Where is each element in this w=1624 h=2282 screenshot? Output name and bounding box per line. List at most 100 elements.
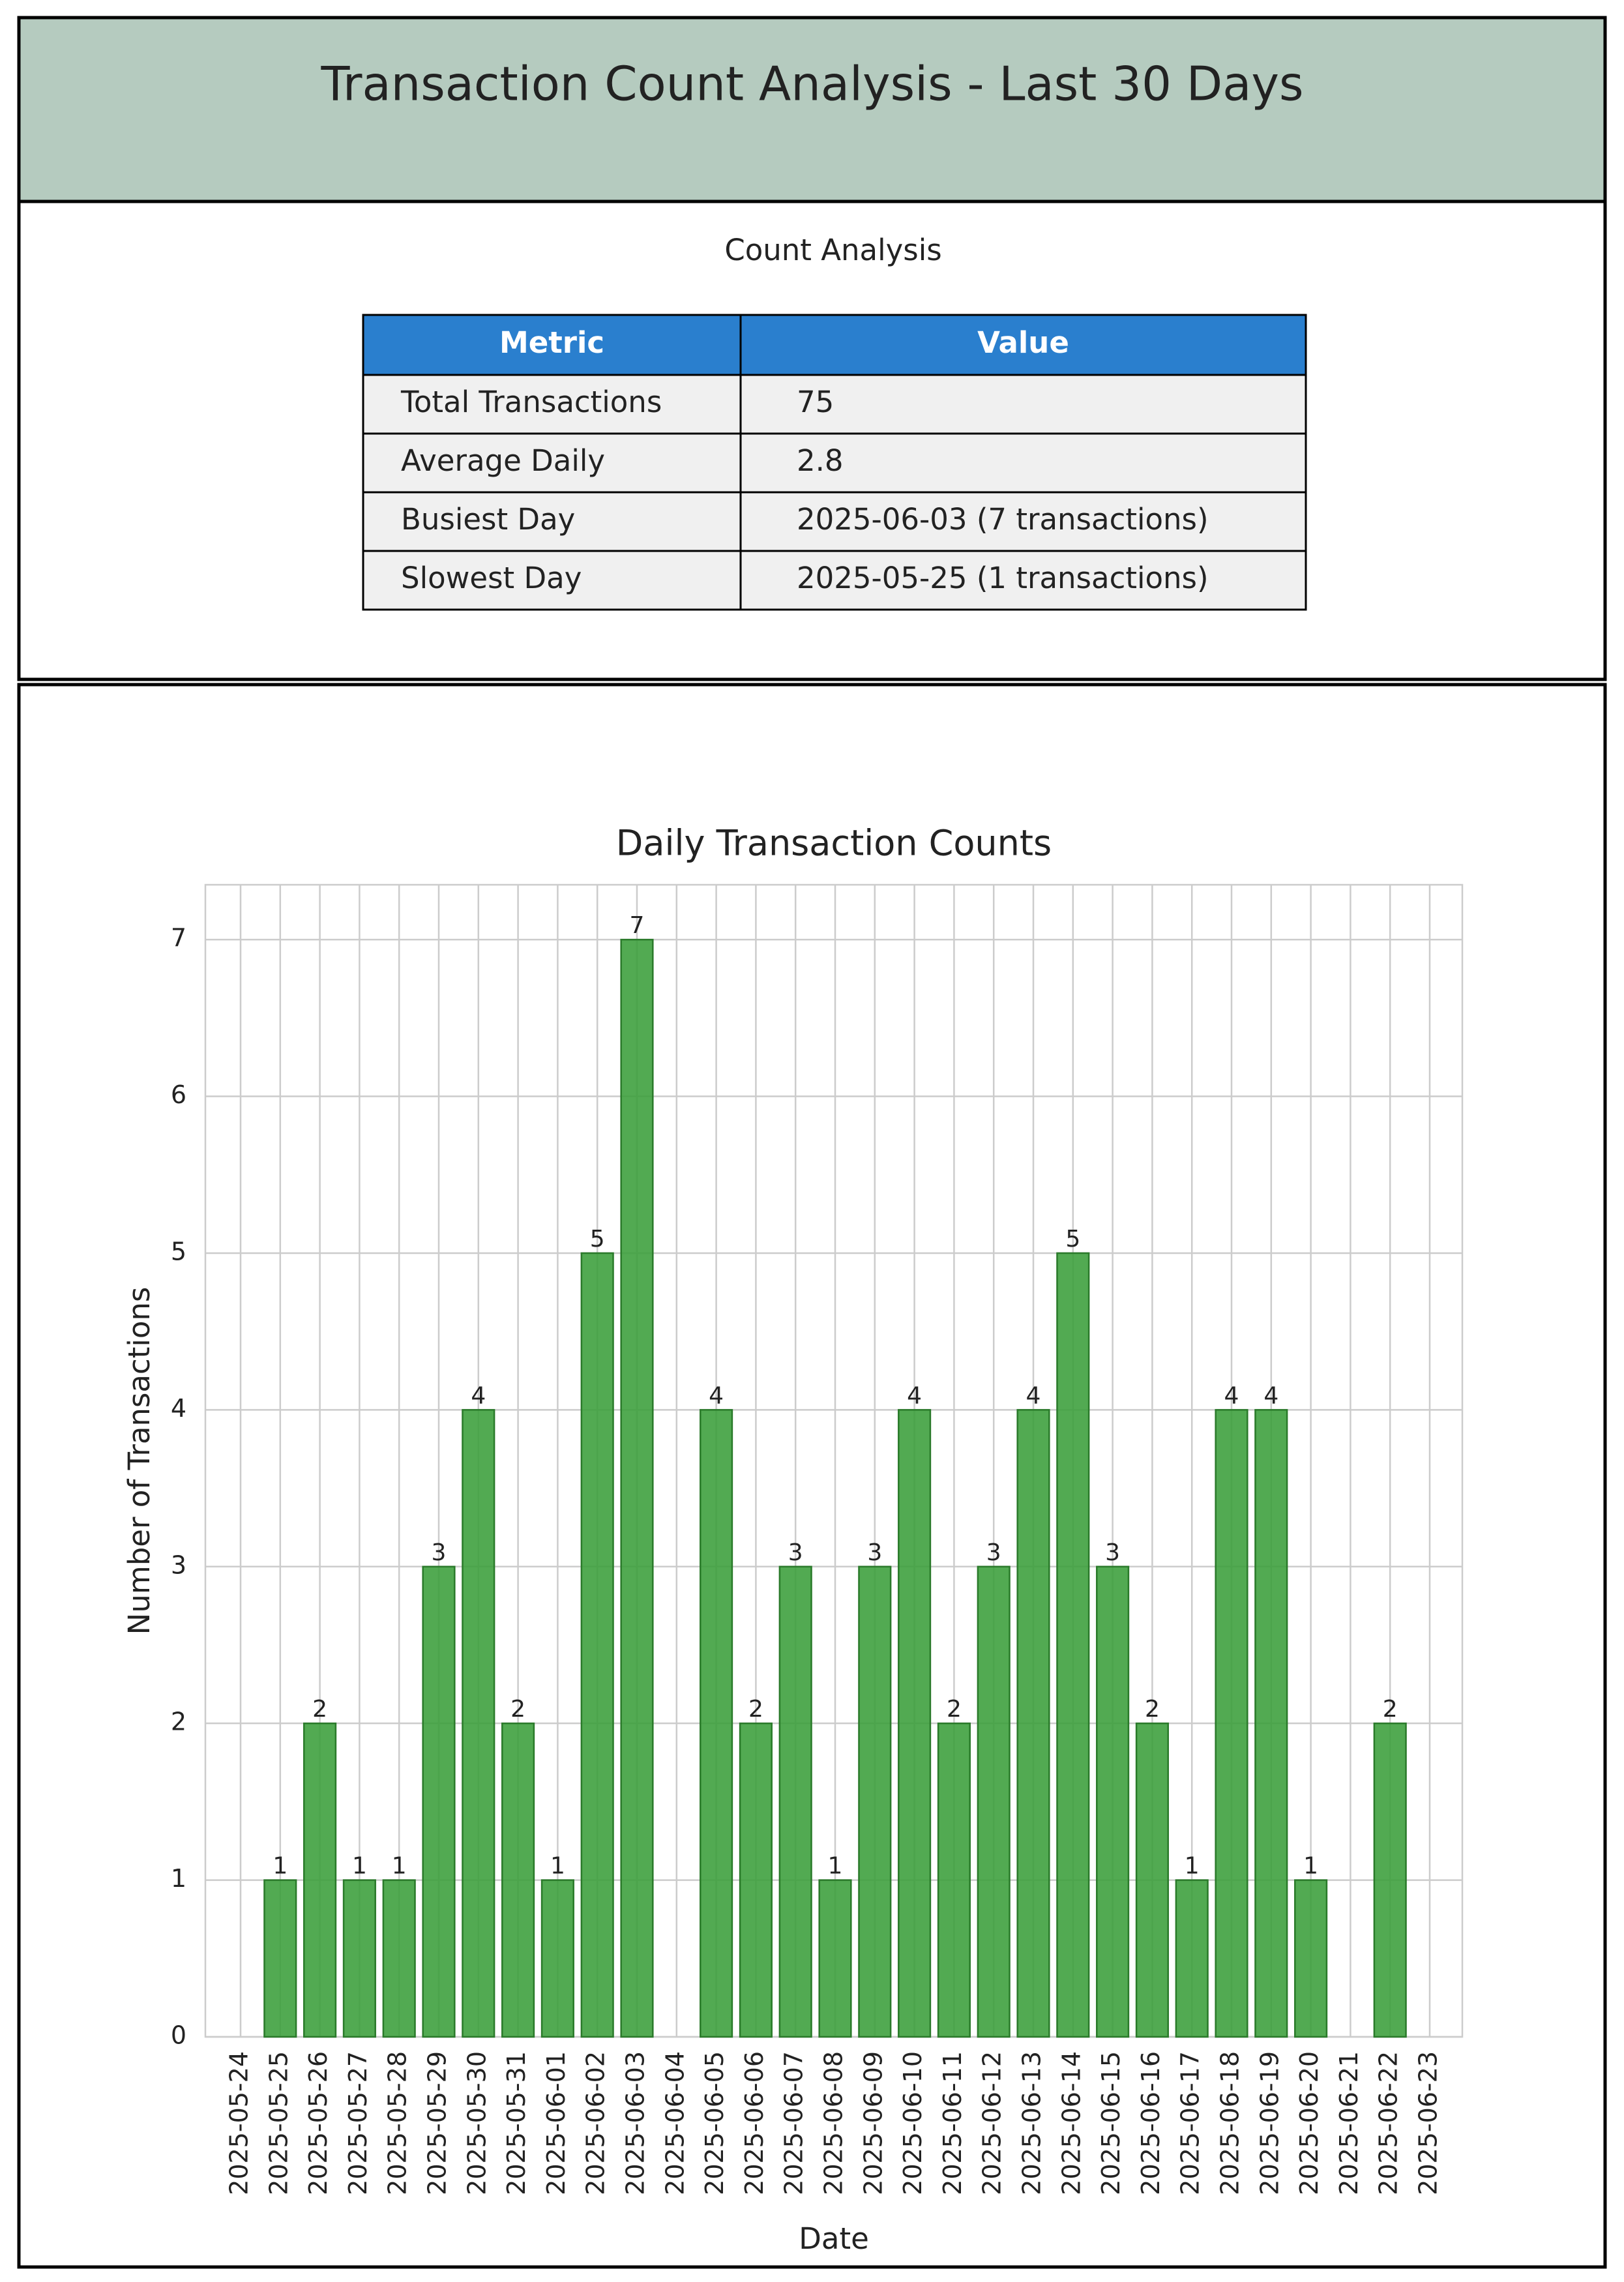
bar <box>580 1252 614 2038</box>
data-label: 4 <box>1026 1382 1041 1409</box>
x-tick-label: 2025-05-27 <box>344 2051 372 2195</box>
table-cell <box>739 550 1307 611</box>
data-label: 5 <box>1065 1226 1080 1252</box>
column-header: Value <box>977 325 1069 360</box>
x-tick-label: 2025-06-08 <box>819 2051 848 2195</box>
bar <box>342 1879 376 2038</box>
x-tick-label: 2025-06-07 <box>780 2051 808 2195</box>
data-label: 2 <box>947 1696 962 1723</box>
cell-text: Average Daily <box>401 443 605 478</box>
x-tick-label: 2025-06-02 <box>582 2051 610 2195</box>
x-tick-label: 2025-06-04 <box>660 2051 689 2195</box>
bar <box>462 1409 495 2038</box>
data-label: 4 <box>1263 1382 1278 1409</box>
data-label: 5 <box>590 1226 605 1252</box>
x-tick-label: 2025-06-09 <box>859 2051 887 2195</box>
chart: Daily Transaction Counts Date Number of Tr… <box>122 823 1464 2256</box>
data-label: 3 <box>1105 1539 1120 1566</box>
x-tick-label: 2025-06-12 <box>978 2051 1007 2195</box>
data-label: 2 <box>510 1696 525 1723</box>
table-cell <box>739 374 1307 435</box>
data-label: 1 <box>1303 1853 1318 1880</box>
bar <box>1373 1722 1407 2038</box>
data-label: 2 <box>1145 1696 1160 1723</box>
y-tick-label: 0 <box>171 2021 186 2050</box>
data-label: 1 <box>273 1853 288 1880</box>
y-tick-label: 7 <box>171 924 186 953</box>
x-tick-label: 2025-06-01 <box>542 2051 570 2195</box>
bar <box>937 1722 971 2038</box>
bar <box>422 1565 456 2038</box>
bar <box>898 1409 932 2038</box>
y-tick-label: 2 <box>171 1708 186 1736</box>
x-tick-label: 2025-05-24 <box>225 2051 254 2195</box>
x-tick-label: 2025-05-30 <box>462 2051 491 2195</box>
x-tick-label: 2025-06-13 <box>1018 2051 1046 2195</box>
bar <box>1096 1565 1130 2038</box>
data-label: 1 <box>392 1853 407 1880</box>
x-tick-label: 2025-05-25 <box>264 2051 293 2195</box>
x-tick-label: 2025-06-05 <box>700 2051 729 2195</box>
cell-text: Slowest Day <box>401 561 582 595</box>
data-label: 3 <box>986 1539 1001 1566</box>
data-label: 4 <box>907 1382 922 1409</box>
bar <box>263 1879 297 2038</box>
x-tick-label: 2025-06-15 <box>1097 2051 1125 2195</box>
bar <box>818 1879 852 2038</box>
bar <box>540 1879 574 2038</box>
x-tick-label: 2025-06-16 <box>1136 2051 1165 2195</box>
y-tick-label: 4 <box>171 1394 186 1423</box>
data-label: 3 <box>867 1539 882 1566</box>
x-tick-label: 2025-05-26 <box>304 2051 332 2195</box>
x-tick-label: 2025-06-22 <box>1374 2051 1403 2195</box>
table-cell <box>362 550 742 611</box>
cell-text: 75 <box>797 385 834 419</box>
cell-text: Busiest Day <box>401 502 575 537</box>
x-tick-label: 2025-06-19 <box>1255 2051 1284 2195</box>
data-label: 3 <box>432 1539 447 1566</box>
column-header: Metric <box>499 325 604 360</box>
cell-text: 2.8 <box>797 443 844 478</box>
bar <box>977 1565 1011 2038</box>
x-tick-label: 2025-06-20 <box>1295 2051 1323 2195</box>
table-cell <box>739 432 1307 494</box>
bar <box>700 1409 733 2038</box>
bar <box>1056 1252 1090 2038</box>
data-label: 2 <box>312 1696 327 1723</box>
bar <box>620 938 654 2038</box>
x-tick-label: 2025-06-14 <box>1057 2051 1085 2195</box>
bar <box>1254 1409 1288 2038</box>
bar <box>1294 1879 1328 2038</box>
x-tick-label: 2025-05-31 <box>502 2051 531 2195</box>
bar <box>778 1565 812 2038</box>
data-label: 7 <box>630 912 645 939</box>
bar <box>739 1722 773 2038</box>
x-tick-label: 2025-06-11 <box>938 2051 967 2195</box>
bar <box>1175 1879 1209 2038</box>
bar <box>1135 1722 1169 2038</box>
cell-text: 2025-06-03 (7 transactions) <box>797 502 1209 537</box>
x-tick-label: 2025-05-28 <box>383 2051 412 2195</box>
cell-text: 2025-05-25 (1 transactions) <box>797 561 1209 595</box>
x-tick-label: 2025-06-18 <box>1216 2051 1245 2195</box>
header-box <box>17 16 1607 203</box>
cell-text: Total Transactions <box>400 385 662 419</box>
bar <box>303 1722 337 2038</box>
x-tick-label: 2025-06-10 <box>898 2051 927 2195</box>
data-label: 3 <box>788 1539 803 1566</box>
y-tick-label: 6 <box>171 1080 186 1109</box>
data-label: 1 <box>352 1853 367 1880</box>
bar <box>1016 1409 1050 2038</box>
y-tick-label: 1 <box>171 1864 186 1893</box>
table-cell <box>362 491 742 552</box>
y-tick-label: 5 <box>171 1237 186 1266</box>
x-tick-label: 2025-06-21 <box>1335 2051 1363 2195</box>
data-label: 4 <box>709 1382 724 1409</box>
x-tick-label: 2025-05-29 <box>423 2051 452 2195</box>
x-axis-label: Date <box>799 2221 869 2256</box>
data-label: 2 <box>1383 1696 1398 1723</box>
bar <box>501 1722 535 2038</box>
table-title: Count Analysis <box>724 233 941 267</box>
header-title: Transaction Count Analysis - Last 30 Day… <box>321 57 1304 111</box>
